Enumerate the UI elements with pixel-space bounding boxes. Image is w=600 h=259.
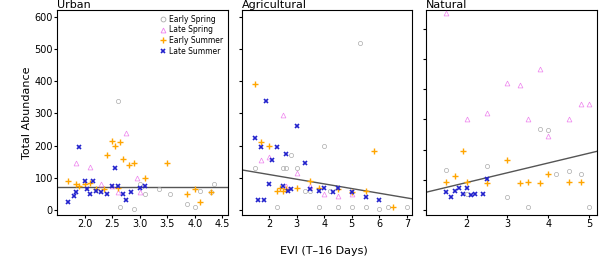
- Y-axis label: Total Abundance: Total Abundance: [22, 66, 32, 159]
- Text: Agricultural: Agricultural: [242, 0, 307, 10]
- Legend: Early Spring, Late Spring, Early Summer, Late Summer: Early Spring, Late Spring, Early Summer,…: [158, 14, 224, 56]
- Text: EVI (T–16 Days): EVI (T–16 Days): [280, 246, 368, 256]
- Text: Urban: Urban: [57, 0, 91, 10]
- Text: Natural: Natural: [426, 0, 467, 10]
